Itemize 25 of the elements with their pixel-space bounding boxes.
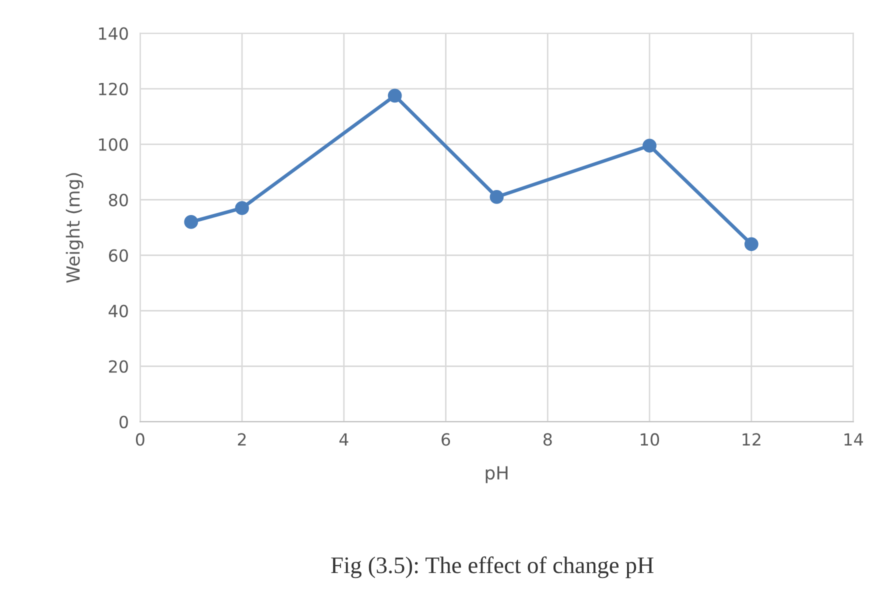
point (744, 237, 758, 252)
x-tick-label: 0 (136, 433, 144, 446)
x-tick-label: 4 (339, 433, 348, 446)
point (388, 88, 402, 103)
y-tick-label: 0 (120, 416, 128, 428)
x-tick-label: 6 (442, 433, 450, 446)
y-tick-label: 80 (108, 194, 128, 206)
point (490, 190, 504, 204)
y-tick-label: 140 (99, 27, 128, 40)
y-tick-label: 100 (99, 138, 128, 151)
x-axis-title: pH (486, 466, 508, 484)
point (184, 215, 198, 229)
point (642, 138, 656, 153)
y-tick-label: 60 (108, 249, 128, 262)
y-tick-label: 20 (109, 360, 128, 373)
x-tick-label: 14 (844, 433, 863, 446)
y-tick-label: 40 (108, 304, 128, 318)
x-tick-label: 2 (238, 433, 246, 446)
x-tick-label: 8 (543, 433, 552, 446)
y-tick-label: 120 (99, 82, 128, 96)
point (235, 201, 249, 216)
y-axis-title: Weight (mg) (66, 173, 84, 283)
x-tick-label: 10 (640, 433, 660, 446)
x-tick-label: 12 (742, 433, 760, 446)
text: Fig (3.5): The effect of change pH (331, 556, 654, 578)
